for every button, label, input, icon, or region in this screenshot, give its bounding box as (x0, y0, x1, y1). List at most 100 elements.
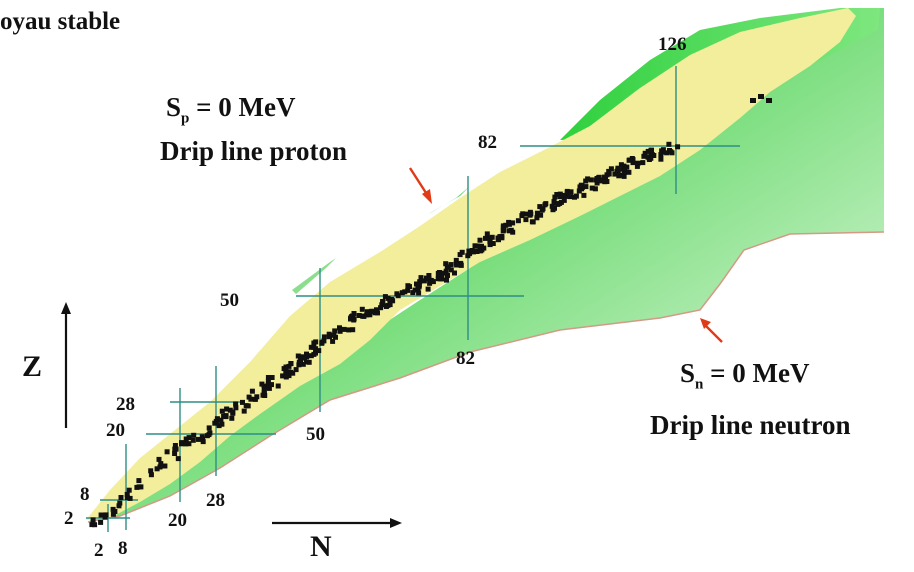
stable-nucleus (356, 313, 362, 318)
stable-nucleus (658, 156, 664, 162)
stable-nucleus (265, 381, 271, 387)
stable-nucleus (405, 287, 411, 293)
neutron-drip-equation: Sn = 0 MeV (680, 358, 810, 393)
stable-nucleus (581, 192, 587, 198)
magic-n-28: 28 (206, 490, 225, 511)
stable-nucleus (297, 359, 303, 365)
stable-nucleus (452, 270, 457, 276)
stable-nucleus (361, 313, 367, 319)
stable-nucleus (350, 327, 356, 333)
stable-nucleus (444, 277, 449, 283)
stable-nucleus (425, 286, 431, 292)
stable-nucleus (615, 165, 621, 171)
stable-nucleus (230, 409, 236, 415)
stable-nucleus (102, 514, 108, 520)
stable-nucleus (538, 212, 544, 218)
stable-nucleus (416, 290, 422, 296)
proton-drip-fragment (292, 258, 336, 294)
valley-of-nuclei (86, 8, 856, 520)
stable-nucleus (617, 172, 622, 178)
stable-nucleus (539, 207, 545, 213)
stable-nucleus (175, 456, 181, 462)
stable-nucleus (124, 495, 130, 501)
stable-nucleus (592, 186, 598, 192)
magic-z-50: 50 (220, 290, 239, 311)
stable-nucleus (148, 468, 154, 474)
stable-nucleus (436, 271, 442, 277)
stable-nucleus (445, 264, 451, 270)
stable-nucleus (534, 210, 540, 216)
stable-nucleus (443, 261, 449, 267)
stable-nucleus (92, 522, 98, 528)
stable-nucleus (214, 416, 220, 422)
stable-nucleus (426, 273, 432, 278)
stable-nucleus (286, 363, 292, 369)
stable-nucleus (337, 328, 343, 334)
stable-nucleus (487, 242, 493, 248)
stable-nucleus (375, 310, 380, 316)
stable-nucleus (430, 279, 436, 285)
stable-nucleus (528, 211, 534, 217)
stable-nucleus (206, 425, 212, 431)
stable-nucleus (280, 373, 286, 379)
magic-n-82: 82 (456, 348, 475, 369)
stable-nucleus (245, 403, 251, 409)
stable-nucleus (90, 517, 96, 523)
stable-nucleus (457, 252, 463, 258)
stable-nucleus (506, 221, 512, 227)
stable-nucleus (510, 229, 516, 235)
stable-nucleus (124, 491, 130, 497)
stable-nucleus (659, 148, 665, 154)
stable-nucleus (269, 375, 275, 380)
stable-nucleus (552, 194, 558, 200)
stable-nucleus (578, 182, 584, 188)
stable-nucleus (474, 243, 479, 249)
stable-nucleus (241, 408, 247, 414)
stable-nucleus (224, 406, 230, 412)
stable-nucleus (233, 405, 239, 411)
stable-nucleus (675, 144, 681, 150)
stable-nucleus (118, 495, 124, 500)
neutron-drip-caption: Drip line neutron (650, 410, 851, 440)
stable-nucleus (136, 478, 142, 484)
stable-nucleus (648, 152, 654, 158)
n-axis-label: N (310, 530, 332, 563)
stable-nucleus (330, 338, 336, 344)
magic-n-50: 50 (306, 424, 325, 445)
proton-drip-caption: Drip line proton (160, 136, 348, 166)
stable-nucleus (458, 262, 464, 268)
stable-nucleus (261, 388, 267, 394)
stable-nucleus (634, 163, 640, 169)
stable-nucleus (229, 415, 235, 421)
stable-nucleus (98, 519, 104, 525)
stable-nucleus (626, 169, 632, 175)
stable-nucleus (390, 298, 396, 304)
stable-nucleus (490, 241, 496, 246)
stable-nucleus (624, 164, 630, 170)
stable-nucleus (479, 243, 484, 249)
stable-nucleus (573, 193, 579, 199)
stable-nucleus (216, 423, 222, 429)
stable-nucleus (641, 153, 647, 159)
stable-nucleus (416, 282, 422, 288)
stable-nucleus (583, 184, 589, 190)
stable-nucleus (112, 509, 118, 514)
stable-nucleus (557, 194, 563, 200)
stable-nucleus (549, 203, 555, 209)
stable-nucleus (635, 160, 641, 166)
stable-nucleus (266, 385, 272, 391)
stable-nucleus (191, 432, 197, 438)
stable-marker (758, 94, 764, 99)
stable-nucleus (645, 148, 651, 154)
stable-nucleus (604, 179, 610, 184)
stable-nucleus (542, 202, 548, 208)
stable-nucleus (190, 437, 196, 443)
stable-nucleus (561, 197, 567, 203)
stable-nucleus (265, 378, 271, 384)
stable-nucleus (479, 247, 485, 253)
stable-nucleus (585, 176, 591, 182)
stable-nucleus (568, 194, 573, 200)
stable-nucleus (629, 156, 635, 161)
stable-nucleus (233, 401, 239, 407)
